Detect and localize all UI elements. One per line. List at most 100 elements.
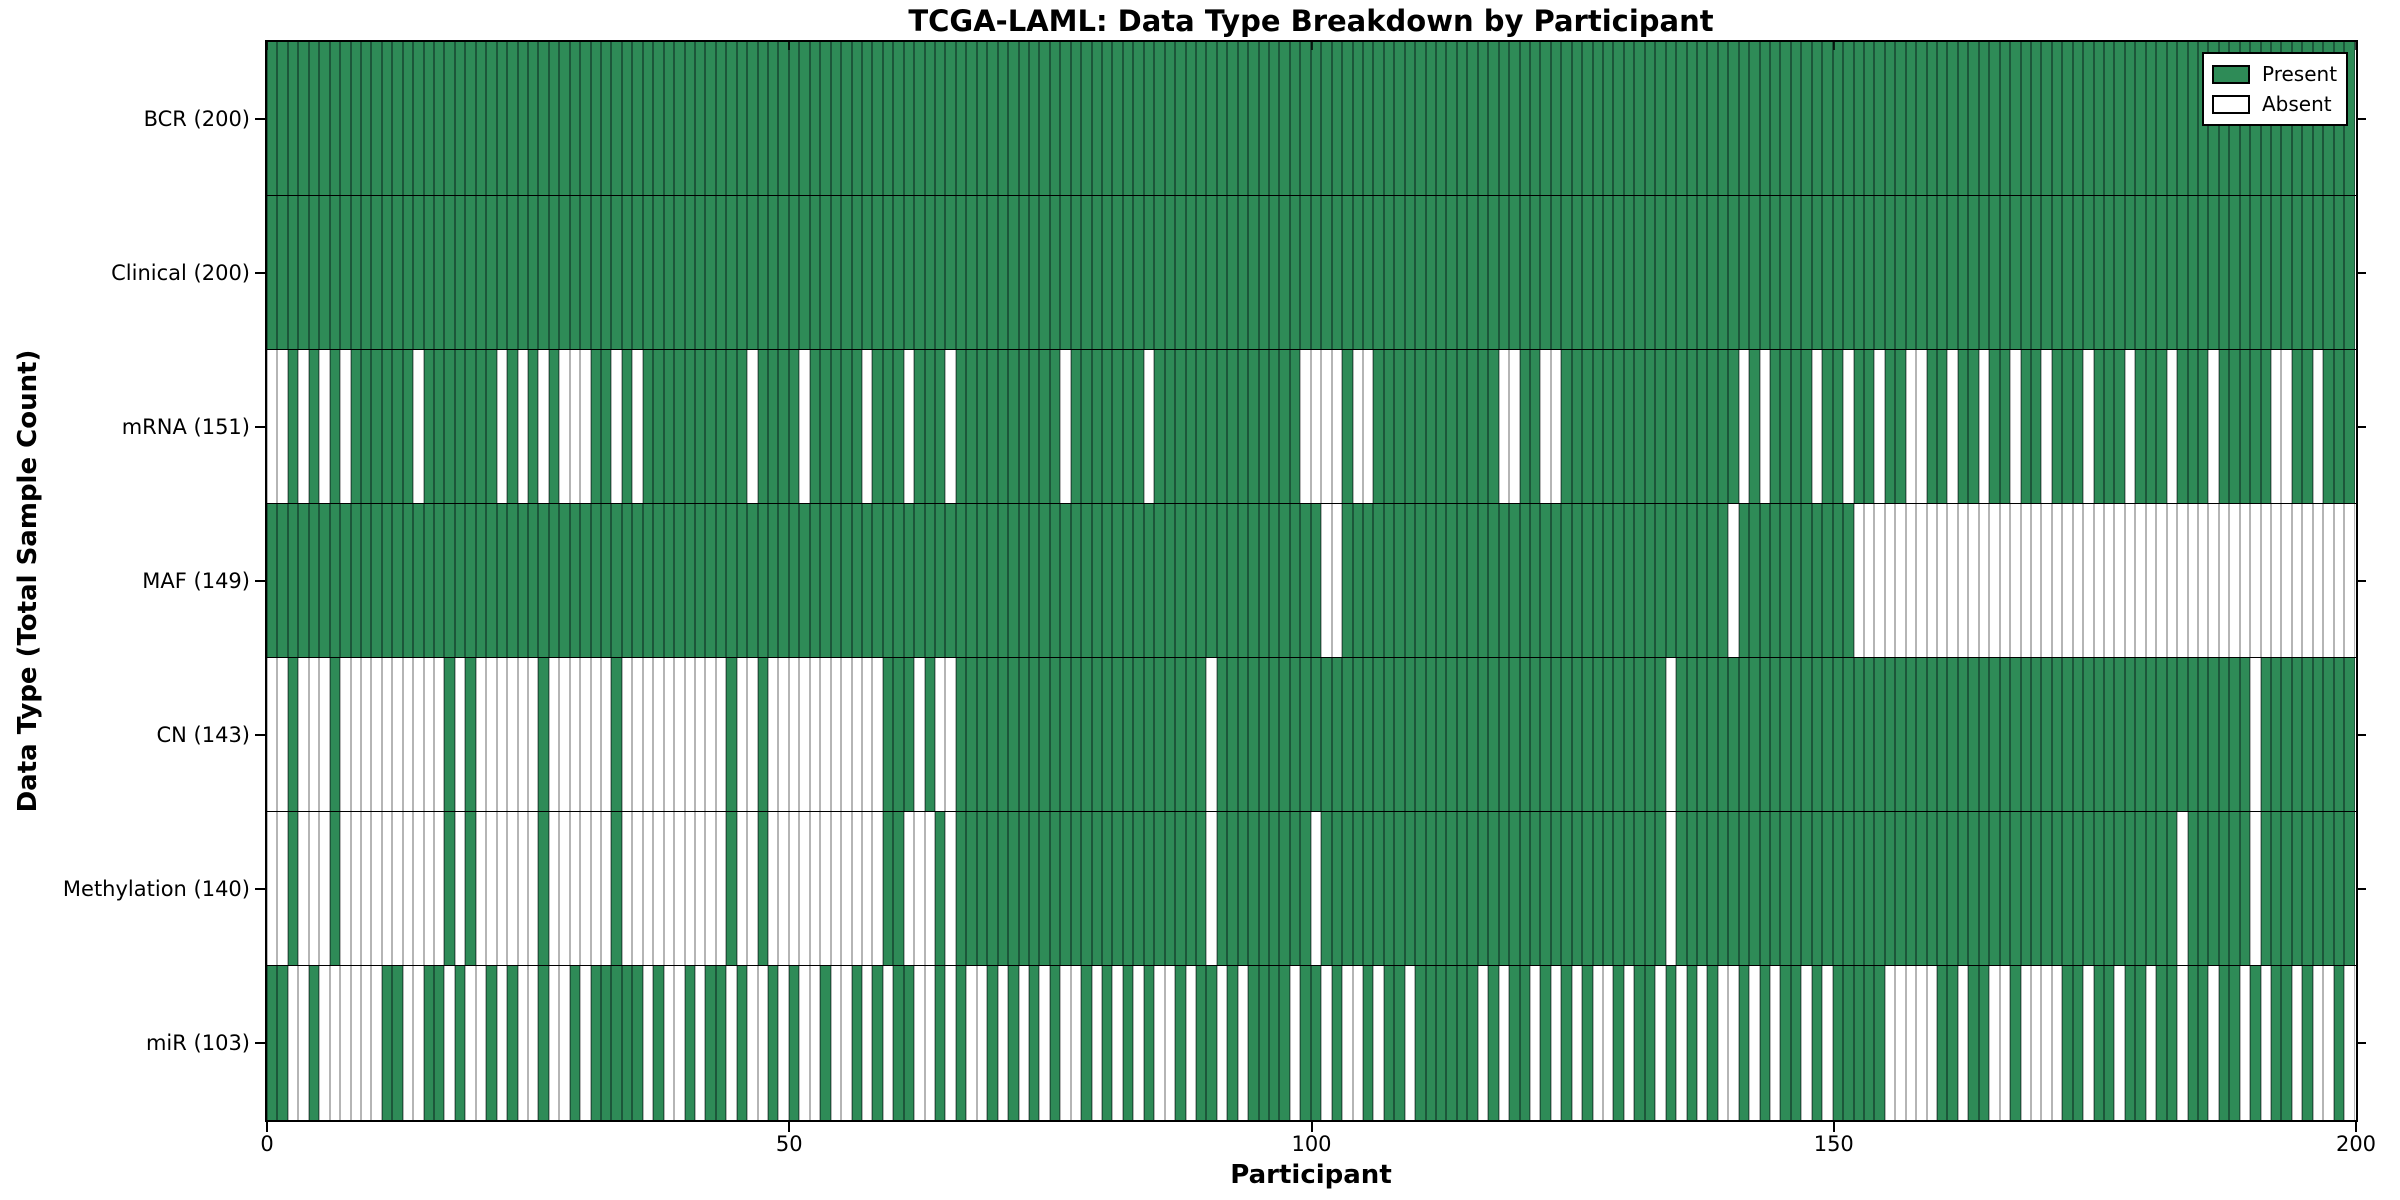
absent-cell [642,966,654,1120]
present-cell [1310,196,1322,349]
absent-cell [674,966,685,1120]
present-cell [1362,504,1374,657]
present-cell [1258,504,1269,657]
legend-label-absent: Absent [2262,92,2332,116]
present-cell [444,812,455,965]
present-cell [653,504,664,657]
present-cell [2302,966,2313,1120]
absent-cell [653,812,664,965]
absent-cell [267,658,278,811]
present-cell [1801,42,1812,195]
present-cell [2197,658,2209,811]
absent-cell [1185,966,1196,1120]
present-cell [1081,42,1092,195]
present-cell [1759,966,1770,1120]
present-cell [1122,812,1134,965]
present-cell [1811,196,1823,349]
present-cell [1989,350,2000,503]
present-cell [1634,42,1645,195]
present-cell [1623,504,1635,657]
absent-cell [768,658,779,811]
present-cell [2124,812,2136,965]
present-cell [997,658,1009,811]
present-cell [1937,966,1948,1120]
present-cell [1081,658,1092,811]
present-cell [1185,812,1196,965]
present-cell [788,966,800,1120]
present-cell [621,42,633,195]
present-cell [2323,350,2334,503]
present-cell [1770,658,1781,811]
present-cell [1644,42,1656,195]
present-cell [1383,812,1395,965]
absent-cell [2239,966,2251,1120]
present-cell [1905,196,1917,349]
present-cell [976,350,988,503]
present-cell [1989,658,2000,811]
present-cell [726,658,737,811]
present-cell [1456,42,1468,195]
present-cell [882,812,894,965]
present-cell [1728,658,1739,811]
absent-cell [611,350,622,503]
present-cell [1780,812,1791,965]
present-cell [1582,966,1593,1120]
present-cell [809,504,821,657]
present-cell [1634,812,1645,965]
present-cell [1603,42,1614,195]
present-cell [1269,504,1280,657]
present-cell [1529,42,1541,195]
absent-cell [538,350,549,503]
present-cell [1843,196,1854,349]
present-cell [1853,812,1864,965]
absent-cell [2051,504,2063,657]
present-cell [882,196,894,349]
present-cell [1362,966,1374,1120]
present-cell [2041,196,2052,349]
absent-cell [945,812,956,965]
absent-cell [1571,966,1583,1120]
present-cell [1822,350,1833,503]
present-cell [2291,812,2303,965]
ytick-label-cn: CN (143) [156,723,250,747]
present-cell [1592,196,1603,349]
present-cell [1696,504,1708,657]
present-cell [1801,658,1812,811]
present-cell [1623,196,1635,349]
present-cell [1175,504,1186,657]
present-cell [1937,658,1948,811]
absent-cell [914,966,925,1120]
present-cell [1091,812,1102,965]
present-cell [1717,504,1729,657]
absent-cell [402,812,414,965]
present-cell [611,42,622,195]
present-cell [517,196,528,349]
present-cell [1999,658,2011,811]
absent-cell [402,658,414,811]
present-cell [1081,812,1092,965]
absent-cell [2114,966,2125,1120]
present-cell [475,504,487,657]
present-cell [1143,42,1155,195]
present-cell [486,196,497,349]
present-cell [1957,658,1969,811]
present-cell [1060,812,1071,965]
present-cell [329,350,341,503]
present-cell [590,42,601,195]
absent-cell [1665,812,1677,965]
absent-cell [548,658,560,811]
present-cell [1884,350,1896,503]
absent-cell [924,966,935,1120]
absent-cell [653,658,664,811]
absent-cell [1863,504,1875,657]
present-cell [1686,504,1697,657]
absent-cell [308,658,320,811]
present-cell [1696,658,1708,811]
present-cell [830,350,842,503]
present-cell [882,504,894,657]
present-cell [861,42,873,195]
right-ytick-mark [2358,272,2366,274]
present-cell [1143,658,1155,811]
present-cell [757,42,768,195]
present-cell [1446,504,1457,657]
